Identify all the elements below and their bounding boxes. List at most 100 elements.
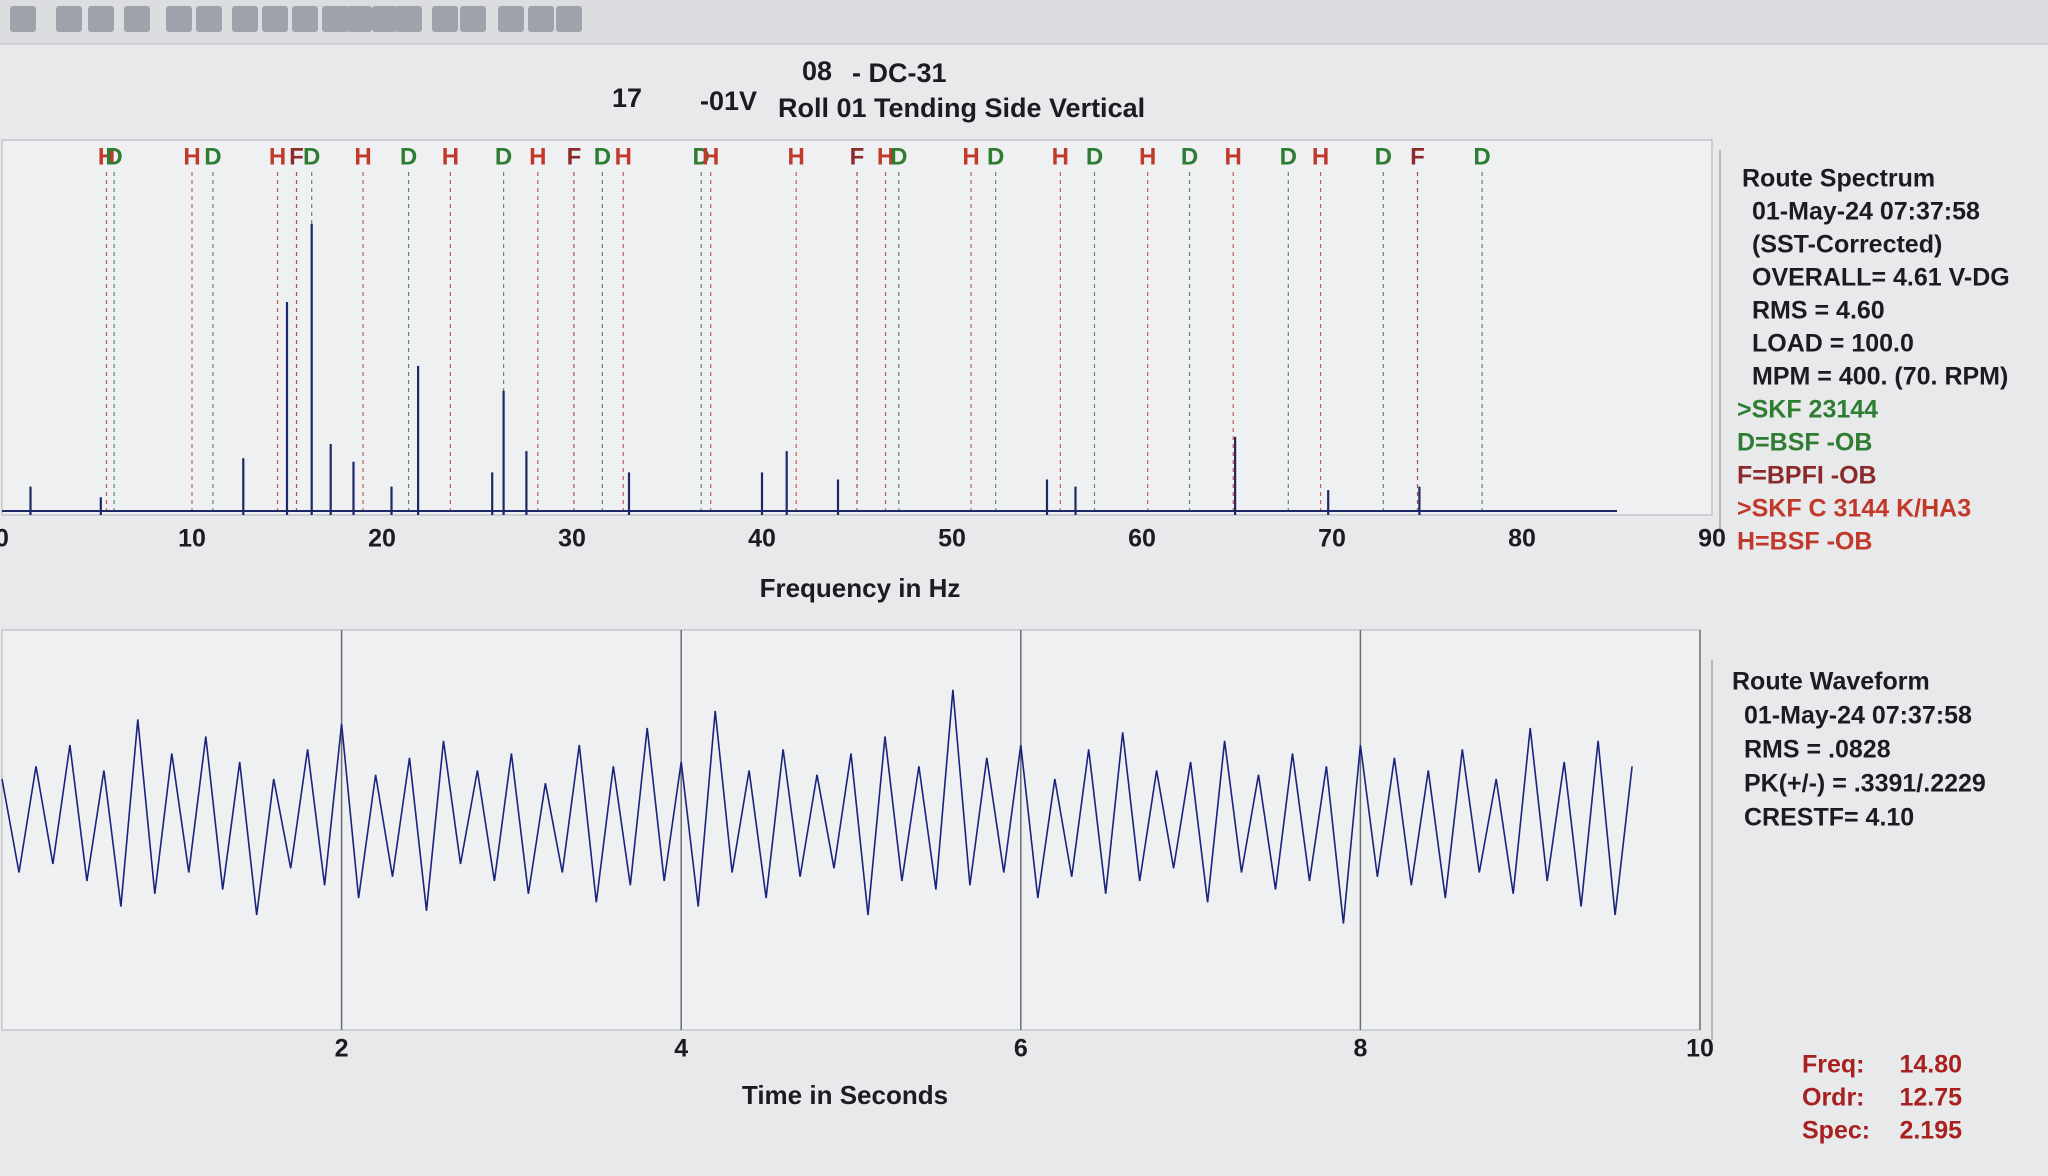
plot-area <box>1 629 1701 1031</box>
x-axis-title: Time in Seconds <box>742 1080 948 1110</box>
spectrum-legend: >SKF 23144 <box>1737 396 1878 424</box>
cursor-value: 12.75 <box>1899 1084 1962 1112</box>
fault-marker-label: H <box>615 143 632 170</box>
toolbar-icons <box>10 6 582 32</box>
tool-icon[interactable] <box>346 6 372 32</box>
fault-marker-label: H <box>98 143 115 170</box>
fault-marker-label: D <box>303 143 320 170</box>
tool-icon[interactable] <box>124 6 150 32</box>
x-axis-title: Frequency in Hz <box>760 573 961 603</box>
cursor-value: 14.80 <box>1899 1051 1962 1079</box>
x-tick-label: 4 <box>674 1035 688 1063</box>
fault-marker-label: D <box>1086 143 1103 170</box>
cursor-value: 2.195 <box>1899 1117 1962 1145</box>
header-code: 08 <box>802 56 832 86</box>
waveform-info: PK(+/-) = .3391/.2229 <box>1744 770 1986 798</box>
fault-marker-label: D <box>204 143 221 170</box>
fault-marker-label: D <box>495 143 512 170</box>
fault-marker-label: H <box>183 143 200 170</box>
tool-icon[interactable] <box>432 6 458 32</box>
x-tick-label: 6 <box>1014 1035 1028 1063</box>
tool-icon[interactable] <box>10 6 36 32</box>
fault-marker-label: D <box>400 143 417 170</box>
x-tick-label: 60 <box>1128 525 1156 553</box>
fault-marker-label: D <box>1181 143 1198 170</box>
fault-marker-label: H <box>354 143 371 170</box>
fault-marker-label: F <box>1410 143 1425 170</box>
fault-marker-label: H <box>877 143 894 170</box>
spectrum-info: OVERALL= 4.61 V-DG <box>1752 264 2010 292</box>
cursor-label: Spec: <box>1802 1117 1870 1145</box>
waveform <box>1 689 1633 924</box>
spectrum-info: Route Spectrum <box>1742 165 1935 193</box>
x-tick-label: 40 <box>748 525 776 553</box>
spectrum-legend: D=BSF -OB <box>1737 429 1872 457</box>
fault-marker-label: H <box>962 143 979 170</box>
x-tick-label: 30 <box>558 525 586 553</box>
fault-marker-label: D <box>1473 143 1490 170</box>
waveform-info: Route Waveform <box>1732 668 1930 696</box>
x-tick-label: 0 <box>0 525 9 553</box>
fault-marker-label: H <box>702 143 719 170</box>
spectrum-info: LOAD = 100.0 <box>1752 330 1914 358</box>
fault-marker-label: H <box>529 143 546 170</box>
x-tick-label: 8 <box>1353 1035 1367 1063</box>
spectrum-legend: F=BPFI -OB <box>1737 462 1877 490</box>
fault-marker-label: D <box>987 143 1004 170</box>
x-tick-label: 70 <box>1318 525 1346 553</box>
fault-marker-label: D <box>693 143 710 170</box>
tool-icon[interactable] <box>196 6 222 32</box>
fault-marker-label: H <box>1139 143 1156 170</box>
fault-marker-label: D <box>890 143 907 170</box>
fault-marker-label: H <box>442 143 459 170</box>
spectrum-info: 01-May-24 07:37:58 <box>1752 198 1980 226</box>
fault-marker-label: D <box>1280 143 1297 170</box>
header-channel: -01V <box>700 86 757 116</box>
x-tick-label: 10 <box>1686 1035 1714 1063</box>
tool-icon[interactable] <box>262 6 288 32</box>
fault-marker-label: D <box>105 143 122 170</box>
spectrum-info: (SST-Corrected) <box>1752 231 1942 259</box>
tool-icon[interactable] <box>528 6 554 32</box>
header-point: Roll 01 Tending Side Vertical <box>778 93 1145 123</box>
fault-marker-label: D <box>1375 143 1392 170</box>
fault-marker-label: H <box>1225 143 1242 170</box>
cursor-label: Freq: <box>1802 1051 1865 1079</box>
tool-icon[interactable] <box>396 6 422 32</box>
fault-marker-label: H <box>1312 143 1329 170</box>
spectrum-info: MPM = 400. (70. RPM) <box>1752 363 2008 391</box>
waveform-info: RMS = .0828 <box>1744 736 1891 764</box>
fault-marker-label: F <box>567 143 582 170</box>
x-tick-label: 50 <box>938 525 966 553</box>
spectrum-legend: H=BSF -OB <box>1737 528 1872 556</box>
tool-icon[interactable] <box>166 6 192 32</box>
waveform-info: CRESTF= 4.10 <box>1744 804 1914 832</box>
tool-icon[interactable] <box>556 6 582 32</box>
tool-icon[interactable] <box>232 6 258 32</box>
spectrum-info: RMS = 4.60 <box>1752 297 1885 325</box>
tool-icon[interactable] <box>372 6 398 32</box>
tool-icon[interactable] <box>56 6 82 32</box>
tool-icon[interactable] <box>498 6 524 32</box>
x-tick-label: 2 <box>335 1035 349 1063</box>
fault-marker-label: D <box>594 143 611 170</box>
tool-icon[interactable] <box>88 6 114 32</box>
header-code: - DC-31 <box>852 58 947 88</box>
tool-icon[interactable] <box>322 6 348 32</box>
fault-marker-label: H <box>269 143 286 170</box>
x-tick-label: 10 <box>178 525 206 553</box>
x-tick-label: 20 <box>368 525 396 553</box>
waveform-info: 01-May-24 07:37:58 <box>1744 702 1972 730</box>
fault-marker-label: H <box>1052 143 1069 170</box>
x-tick-label: 80 <box>1508 525 1536 553</box>
fault-marker-label: H <box>788 143 805 170</box>
header-number: 17 <box>612 83 642 113</box>
fault-marker-label: F <box>289 143 304 170</box>
spectrum-legend: >SKF C 3144 K/HA3 <box>1737 495 1971 523</box>
cursor-label: Ordr: <box>1802 1084 1865 1112</box>
fault-marker-label: F <box>850 143 865 170</box>
tool-icon[interactable] <box>292 6 318 32</box>
tool-icon[interactable] <box>460 6 486 32</box>
